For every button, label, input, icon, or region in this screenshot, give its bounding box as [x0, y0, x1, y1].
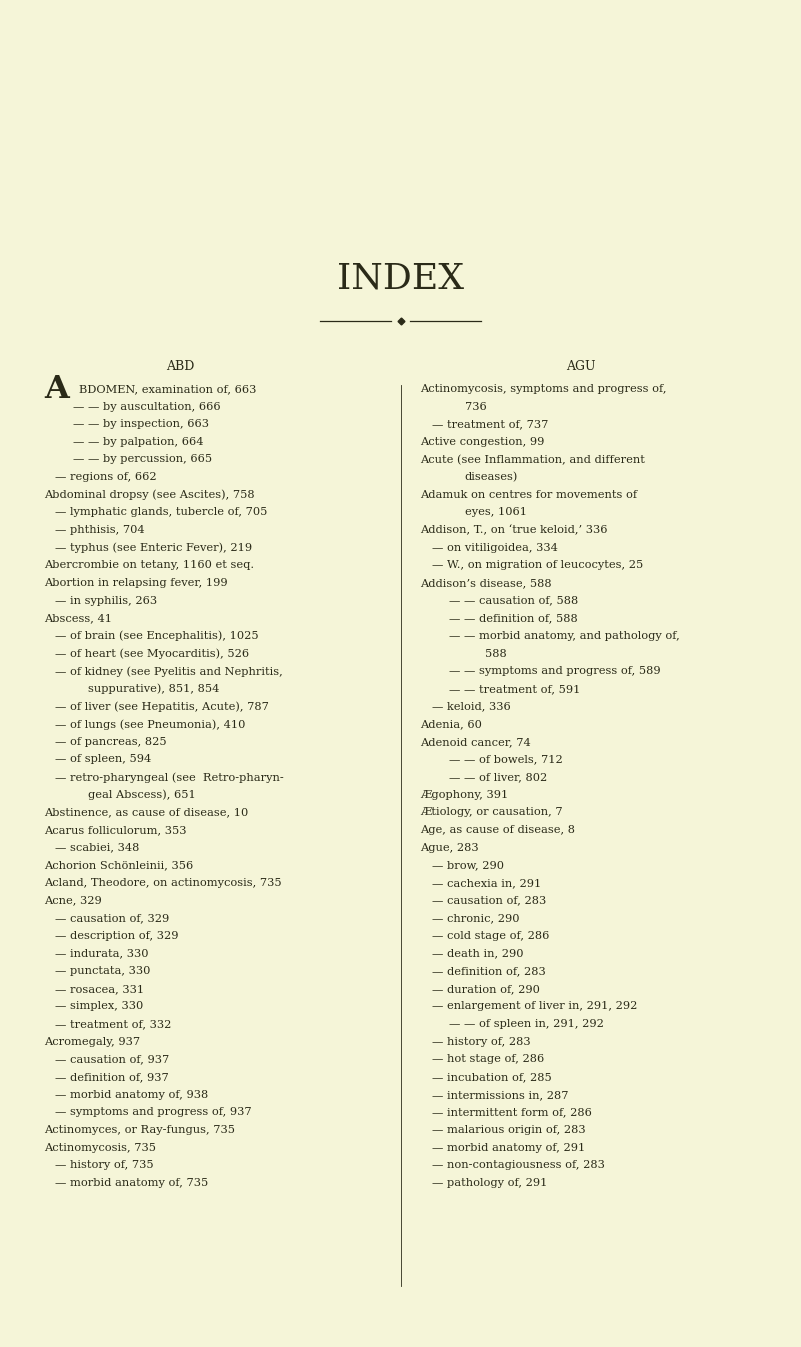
- Text: — punctata, 330: — punctata, 330: [55, 966, 151, 977]
- Text: — causation of, 283: — causation of, 283: [432, 896, 546, 905]
- Text: — — morbid anatomy, and pathology of,: — — morbid anatomy, and pathology of,: [449, 630, 680, 641]
- Text: Actinomyces, or Ray-fungus, 735: Actinomyces, or Ray-fungus, 735: [44, 1125, 235, 1136]
- Text: Ægophony, 391: Ægophony, 391: [421, 789, 509, 800]
- Text: Achorion Schönleinii, 356: Achorion Schönleinii, 356: [44, 861, 193, 870]
- Text: — — of spleen in, 291, 292: — — of spleen in, 291, 292: [449, 1020, 604, 1029]
- Text: — of spleen, 594: — of spleen, 594: [55, 754, 151, 765]
- Text: — enlargement of liver in, 291, 292: — enlargement of liver in, 291, 292: [432, 1002, 637, 1012]
- Text: — — by auscultation, 666: — — by auscultation, 666: [73, 401, 220, 412]
- Text: — phthisis, 704: — phthisis, 704: [55, 525, 145, 535]
- Text: — death in, 290: — death in, 290: [432, 948, 523, 959]
- Text: — hot stage of, 286: — hot stage of, 286: [432, 1055, 544, 1064]
- Text: — retro-pharyngeal (see  Retro-pharyn-: — retro-pharyngeal (see Retro-pharyn-: [55, 772, 284, 783]
- Text: — intermissions in, 287: — intermissions in, 287: [432, 1090, 568, 1099]
- Text: — regions of, 662: — regions of, 662: [55, 473, 157, 482]
- Text: — intermittent form of, 286: — intermittent form of, 286: [432, 1107, 592, 1118]
- Text: Active congestion, 99: Active congestion, 99: [421, 436, 545, 447]
- Text: A: A: [44, 374, 69, 405]
- Text: — duration of, 290: — duration of, 290: [432, 983, 540, 994]
- Text: Actinomycosis, symptoms and progress of,: Actinomycosis, symptoms and progress of,: [421, 384, 667, 393]
- Text: — of pancreas, 825: — of pancreas, 825: [55, 737, 167, 746]
- Text: Acne, 329: Acne, 329: [44, 896, 102, 905]
- Text: Abstinence, as cause of disease, 10: Abstinence, as cause of disease, 10: [44, 807, 248, 818]
- Text: — — symptoms and progress of, 589: — — symptoms and progress of, 589: [449, 667, 661, 676]
- Text: ABD: ABD: [166, 360, 195, 373]
- Text: — simplex, 330: — simplex, 330: [55, 1002, 143, 1012]
- Text: Addison’s disease, 588: Addison’s disease, 588: [421, 578, 552, 589]
- Text: Age, as cause of disease, 8: Age, as cause of disease, 8: [421, 824, 576, 835]
- Text: Adenoid cancer, 74: Adenoid cancer, 74: [421, 737, 531, 746]
- Text: — — by inspection, 663: — — by inspection, 663: [73, 419, 209, 430]
- Text: Abdominal dropsy (see Ascites), 758: Abdominal dropsy (see Ascites), 758: [44, 490, 255, 500]
- Text: — treatment of, 737: — treatment of, 737: [432, 419, 548, 430]
- Text: Addison, T., on ‘true keloid,’ 336: Addison, T., on ‘true keloid,’ 336: [421, 525, 608, 536]
- Text: Actinomycosis, 735: Actinomycosis, 735: [44, 1142, 156, 1153]
- Text: — definition of, 283: — definition of, 283: [432, 966, 545, 977]
- Text: Abercrombie on tetany, 1160 et seq.: Abercrombie on tetany, 1160 et seq.: [44, 560, 254, 570]
- Text: — of lungs (see Pneumonia), 410: — of lungs (see Pneumonia), 410: [55, 719, 246, 730]
- Text: AGU: AGU: [566, 360, 595, 373]
- Text: — malarious origin of, 283: — malarious origin of, 283: [432, 1125, 586, 1136]
- Text: — — of liver, 802: — — of liver, 802: [449, 772, 548, 783]
- Text: — causation of, 329: — causation of, 329: [55, 913, 170, 923]
- Text: — definition of, 937: — definition of, 937: [55, 1072, 169, 1082]
- Text: Acromegaly, 937: Acromegaly, 937: [44, 1037, 140, 1047]
- Text: Abortion in relapsing fever, 199: Abortion in relapsing fever, 199: [44, 578, 227, 589]
- Text: — in syphilis, 263: — in syphilis, 263: [55, 595, 157, 606]
- Text: — brow, 290: — brow, 290: [432, 861, 504, 870]
- Text: Acute (see Inflammation, and different: Acute (see Inflammation, and different: [421, 454, 646, 465]
- Text: — symptoms and progress of, 937: — symptoms and progress of, 937: [55, 1107, 252, 1118]
- Text: — history of, 735: — history of, 735: [55, 1160, 154, 1171]
- Text: INDEX: INDEX: [337, 261, 464, 296]
- Text: — of liver (see Hepatitis, Acute), 787: — of liver (see Hepatitis, Acute), 787: [55, 702, 269, 713]
- Text: Abscess, 41: Abscess, 41: [44, 613, 112, 624]
- Text: — morbid anatomy of, 938: — morbid anatomy of, 938: [55, 1090, 208, 1099]
- Text: geal Abscess), 651: geal Abscess), 651: [88, 789, 196, 800]
- Text: — treatment of, 332: — treatment of, 332: [55, 1020, 171, 1029]
- Text: — typhus (see Enteric Fever), 219: — typhus (see Enteric Fever), 219: [55, 543, 252, 554]
- Text: — keloid, 336: — keloid, 336: [432, 702, 510, 711]
- Text: BDOMEN, examination of, 663: BDOMEN, examination of, 663: [79, 384, 256, 393]
- Text: — lymphatic glands, tubercle of, 705: — lymphatic glands, tubercle of, 705: [55, 508, 268, 517]
- Text: — of brain (see Encephalitis), 1025: — of brain (see Encephalitis), 1025: [55, 630, 259, 641]
- Text: — on vitiligoidea, 334: — on vitiligoidea, 334: [432, 543, 557, 552]
- Text: — rosacea, 331: — rosacea, 331: [55, 983, 144, 994]
- Text: — chronic, 290: — chronic, 290: [432, 913, 519, 923]
- Text: 736: 736: [465, 401, 486, 412]
- Text: Ætiology, or causation, 7: Ætiology, or causation, 7: [421, 807, 563, 818]
- Text: — indurata, 330: — indurata, 330: [55, 948, 149, 959]
- Text: suppurative), 851, 854: suppurative), 851, 854: [88, 684, 219, 695]
- Text: Ague, 283: Ague, 283: [421, 843, 479, 853]
- Text: — — by palpation, 664: — — by palpation, 664: [73, 436, 203, 447]
- Text: — — of bowels, 712: — — of bowels, 712: [449, 754, 563, 765]
- Text: — description of, 329: — description of, 329: [55, 931, 179, 942]
- Text: Adenia, 60: Adenia, 60: [421, 719, 482, 729]
- Text: Acarus folliculorum, 353: Acarus folliculorum, 353: [44, 824, 187, 835]
- Text: — — causation of, 588: — — causation of, 588: [449, 595, 578, 606]
- Text: diseases): diseases): [465, 473, 518, 482]
- Text: — pathology of, 291: — pathology of, 291: [432, 1177, 547, 1188]
- Text: — morbid anatomy of, 735: — morbid anatomy of, 735: [55, 1177, 208, 1188]
- Text: eyes, 1061: eyes, 1061: [465, 508, 526, 517]
- Text: Adamuk on centres for movements of: Adamuk on centres for movements of: [421, 490, 638, 500]
- Text: — — treatment of, 591: — — treatment of, 591: [449, 684, 581, 694]
- Text: — of kidney (see Pyelitis and Nephritis,: — of kidney (see Pyelitis and Nephritis,: [55, 667, 283, 676]
- Text: — causation of, 937: — causation of, 937: [55, 1055, 170, 1064]
- Text: — incubation of, 285: — incubation of, 285: [432, 1072, 552, 1082]
- Text: Acland, Theodore, on actinomycosis, 735: Acland, Theodore, on actinomycosis, 735: [44, 878, 282, 888]
- Text: — non-contagiousness of, 283: — non-contagiousness of, 283: [432, 1160, 605, 1171]
- Text: — of heart (see Myocarditis), 526: — of heart (see Myocarditis), 526: [55, 649, 249, 659]
- Text: — cachexia in, 291: — cachexia in, 291: [432, 878, 541, 888]
- Text: — — by percussion, 665: — — by percussion, 665: [73, 454, 212, 465]
- Text: — cold stage of, 286: — cold stage of, 286: [432, 931, 549, 942]
- Text: — scabiei, 348: — scabiei, 348: [55, 843, 139, 853]
- Text: — W., on migration of leucocytes, 25: — W., on migration of leucocytes, 25: [432, 560, 643, 570]
- Text: — morbid anatomy of, 291: — morbid anatomy of, 291: [432, 1142, 585, 1153]
- Text: — — definition of, 588: — — definition of, 588: [449, 613, 578, 624]
- Text: — history of, 283: — history of, 283: [432, 1037, 530, 1047]
- Text: 588: 588: [485, 649, 506, 659]
